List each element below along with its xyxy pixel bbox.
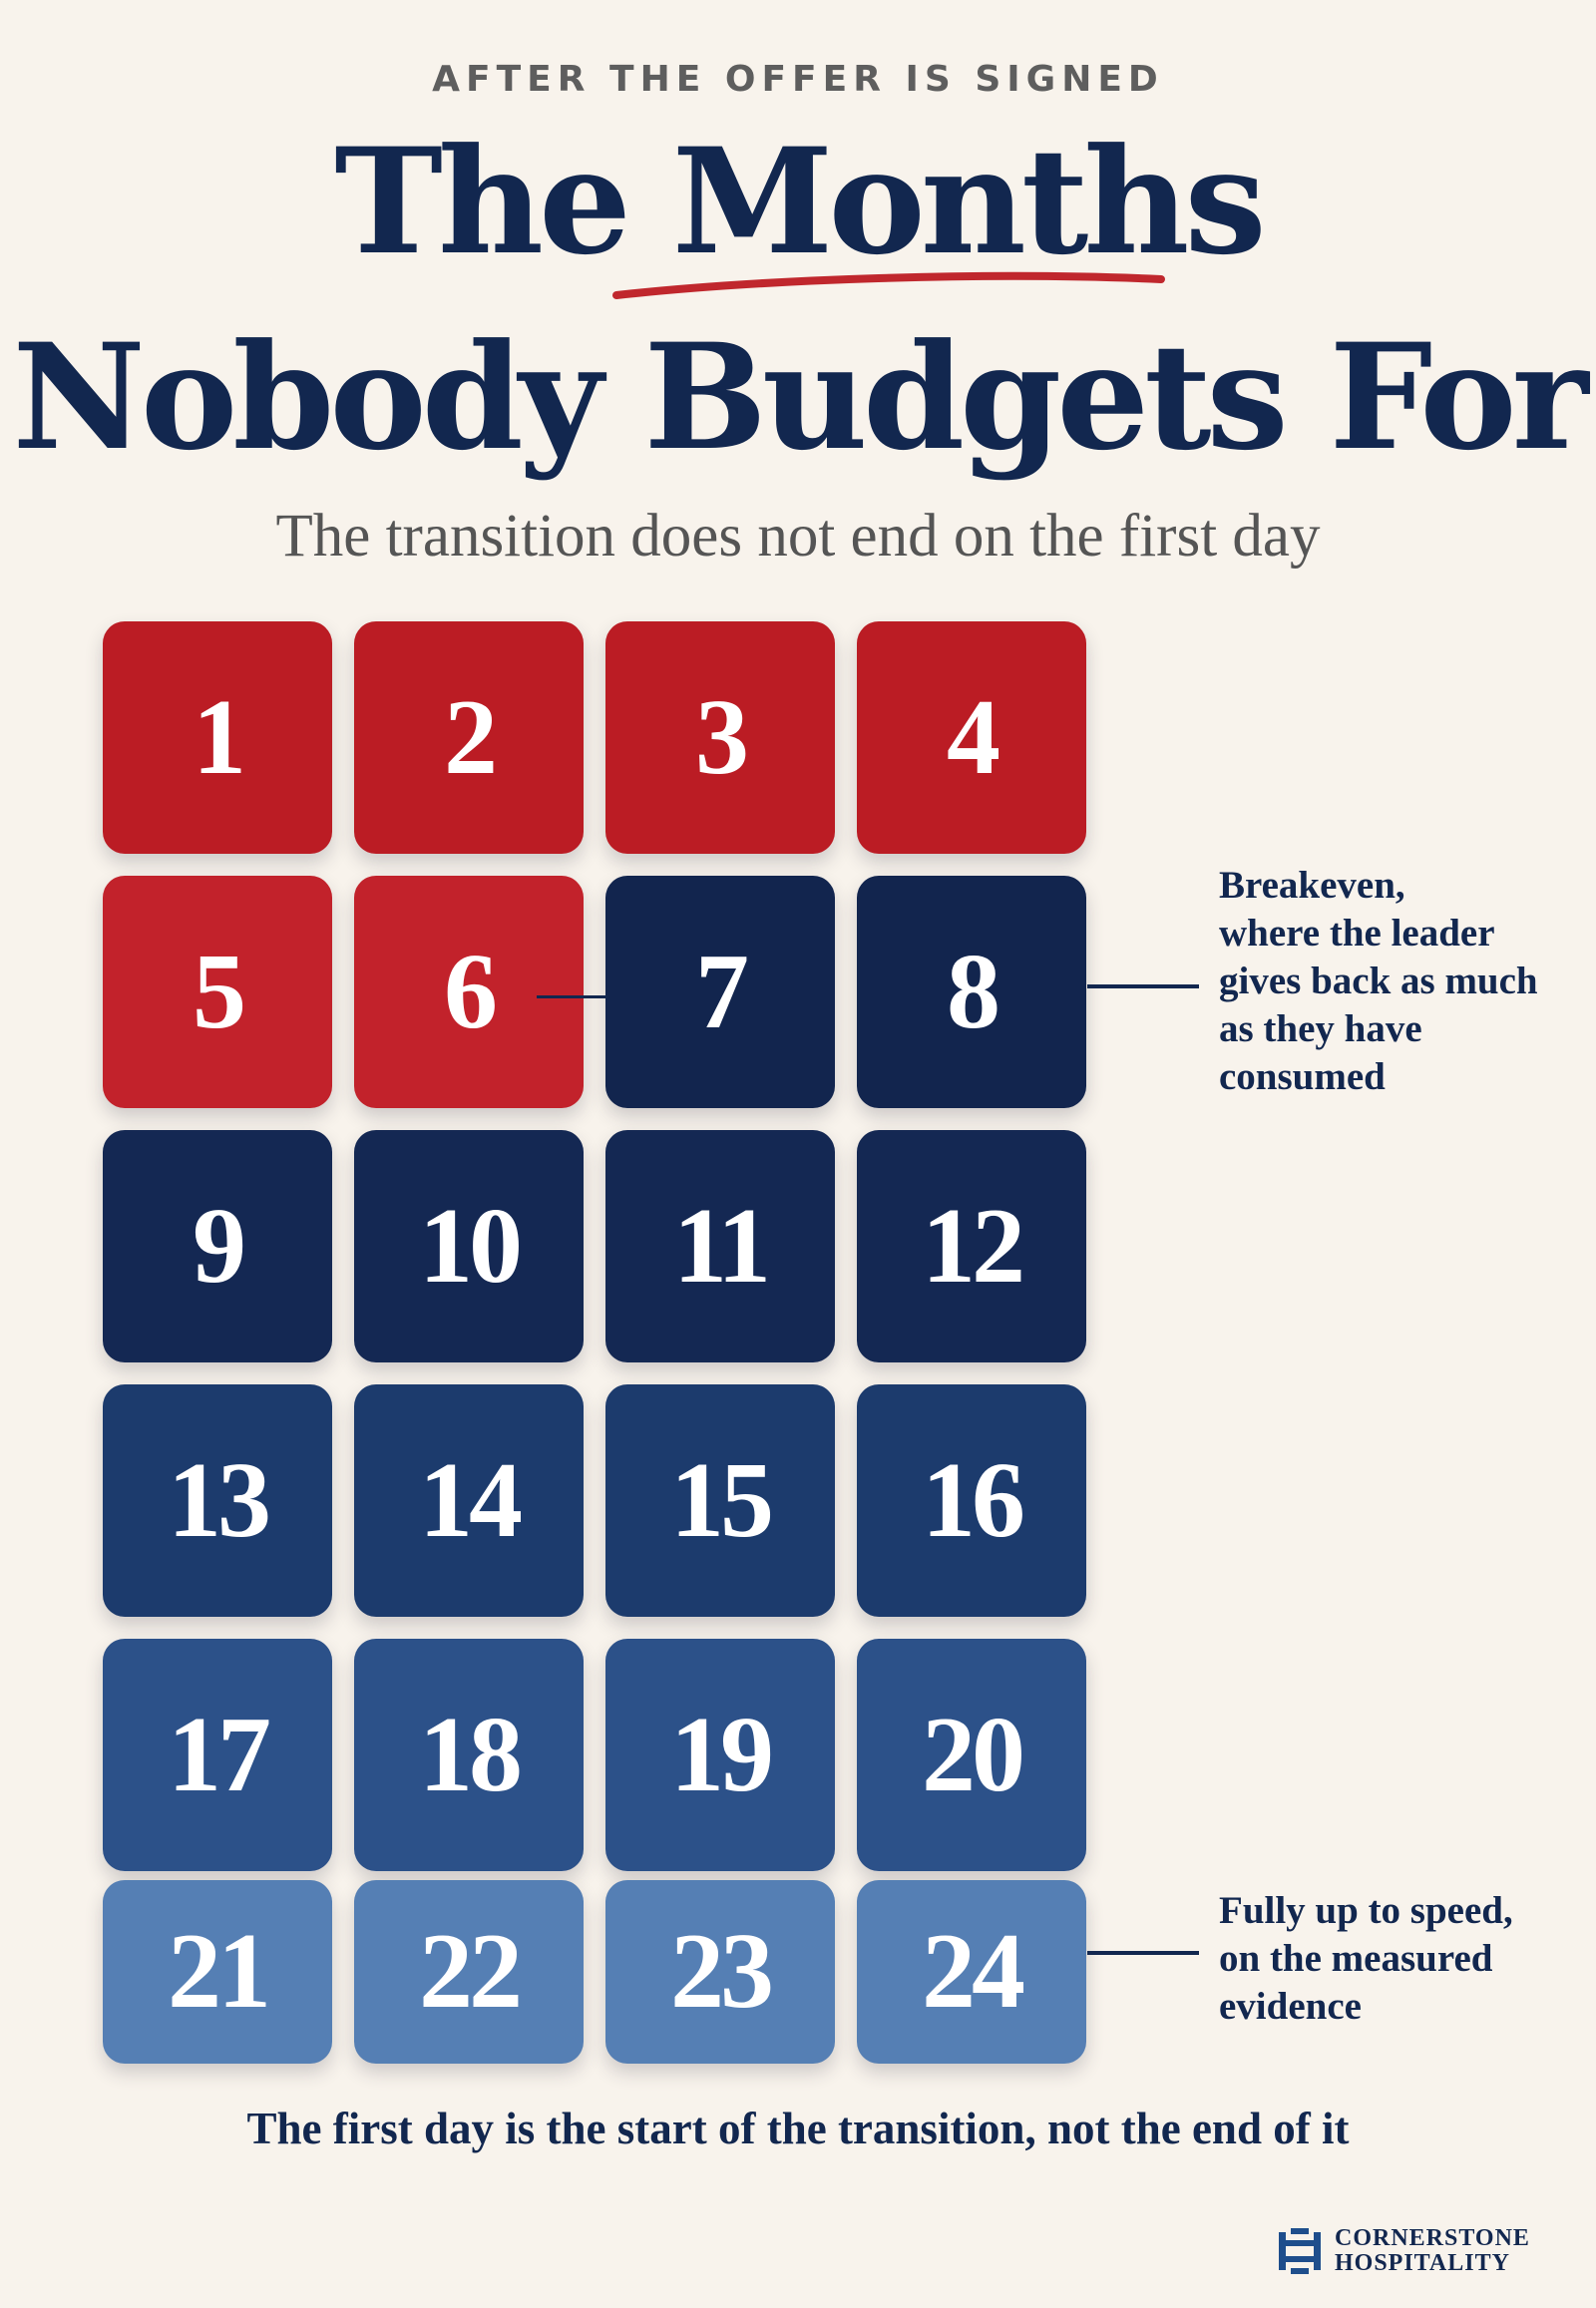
month-tile-23: 23 [605,1880,835,2064]
month-tile-22: 22 [354,1880,584,2064]
footer-note: The first day is the start of the transi… [246,2104,1350,2153]
month-tile-3: 3 [605,621,835,854]
month-tile-10: 10 [354,1130,584,1362]
full-speed-callout-line: on the measured [1219,1937,1493,1980]
cornerstone-logo-icon [1279,2228,1321,2274]
month-tile-7: 7 [605,876,835,1108]
breakeven-connector [1087,984,1199,988]
breakeven-callout-line: gives back as much [1219,960,1538,1002]
breakeven-callout-line: consumed [1219,1055,1386,1098]
title-line-2: Nobody Budgets For [12,312,1588,483]
month-tile-9: 9 [103,1130,332,1362]
subtitle: The transition does not end on the first… [275,503,1321,570]
month-grid: 1 2 3 4 5 6 7 8 9 10 11 12 13 14 15 16 1… [103,621,1087,2068]
full-speed-callout: Fully up to speed, on the measured evide… [1219,1887,1513,2031]
month-tile-5: 5 [103,876,332,1108]
month-tile-18: 18 [354,1639,584,1871]
breakeven-callout: Breakeven, where the leader gives back a… [1219,862,1538,1101]
underline-stroke [612,271,1165,299]
brand-name-line-1: CORNERSTONE [1335,2225,1530,2251]
month-tile-13: 13 [103,1384,332,1617]
brand-logo: CORNERSTONE HOSPITALITY [1275,2226,1530,2276]
brand-name-line-2: HOSPITALITY [1335,2250,1510,2276]
month-tile-16: 16 [857,1384,1086,1617]
month-tile-1: 1 [103,621,332,854]
month-tile-21: 21 [103,1880,332,2064]
full-speed-connector [1087,1951,1199,1955]
title-underline [612,271,1165,299]
month-tile-4: 4 [857,621,1086,854]
title-line-1: The Months [334,117,1266,287]
full-speed-callout-line: evidence [1219,1985,1362,2028]
breakeven-callout-line: as they have [1219,1007,1422,1050]
month-tile-2: 2 [354,621,584,854]
breakeven-callout-line: Breakeven, [1219,864,1405,907]
month-tile-24: 24 [857,1880,1086,2064]
month-tile-19: 19 [605,1639,835,1871]
brand-name: CORNERSTONE HOSPITALITY [1335,2226,1530,2276]
month-tile-11: 11 [605,1130,835,1362]
month-tile-20: 20 [857,1639,1086,1871]
full-speed-callout-line: Fully up to speed, [1219,1889,1513,1932]
month-tile-8: 8 [857,876,1086,1108]
month-tile-12: 12 [857,1130,1086,1362]
breakeven-marker [537,995,608,998]
month-tile-17: 17 [103,1639,332,1871]
breakeven-callout-line: where the leader [1219,912,1495,955]
month-tile-15: 15 [605,1384,835,1617]
month-tile-14: 14 [354,1384,584,1617]
month-tile-6: 6 [354,876,584,1108]
eyebrow: AFTER THE OFFER IS SIGNED [432,59,1164,100]
